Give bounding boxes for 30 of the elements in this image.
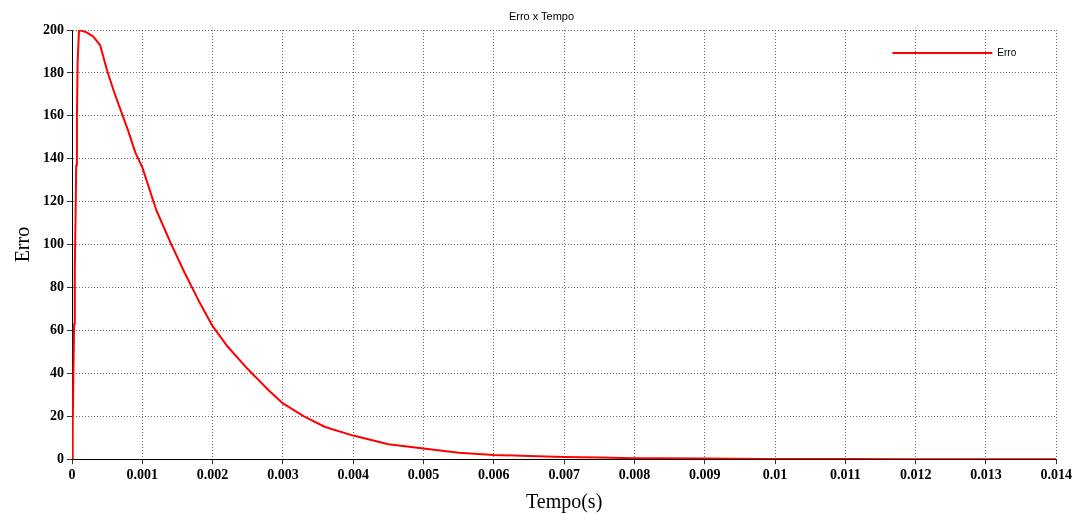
x-tick-label: 0.013: [970, 467, 1002, 483]
y-tick-label: 140: [43, 150, 64, 166]
x-tick-label: 0.001: [126, 467, 159, 483]
y-tick-label: 200: [43, 21, 64, 37]
x-tick-label: 0.01: [762, 467, 788, 483]
x-tick-label: 0: [68, 467, 76, 483]
y-tick-label: 0: [57, 450, 64, 466]
y-tick-label: 120: [43, 193, 64, 209]
x-tick-label: 0.007: [548, 467, 580, 483]
x-tick-label: 0.002: [196, 467, 229, 483]
x-axis-title: Tempo(s): [525, 490, 603, 514]
y-tick-label: 100: [43, 236, 64, 252]
x-tick-label: 0.006: [478, 467, 510, 483]
y-tick-label: 180: [43, 64, 64, 80]
x-tick-label: 0.003: [267, 467, 299, 483]
y-tick-label: 80: [50, 279, 64, 295]
x-tick-label: 0.011: [829, 467, 861, 483]
y-axis-title: Erro: [11, 226, 34, 263]
chart-title: Erro x Tempo: [508, 10, 575, 22]
x-tick-label: 0.009: [688, 467, 721, 483]
y-tick-label: 40: [50, 364, 64, 380]
x-tick-label: 0.004: [337, 467, 369, 483]
x-tick-label: 0.014: [1040, 467, 1072, 483]
y-tick-label: 60: [50, 322, 64, 338]
x-tick-label: 0.012: [899, 467, 932, 483]
y-tick-label: 160: [43, 107, 64, 123]
y-tick-label: 20: [50, 407, 64, 423]
x-tick-label: 0.008: [618, 467, 651, 483]
text: Erro: [997, 46, 1017, 58]
x-tick-label: 0.005: [407, 467, 440, 483]
